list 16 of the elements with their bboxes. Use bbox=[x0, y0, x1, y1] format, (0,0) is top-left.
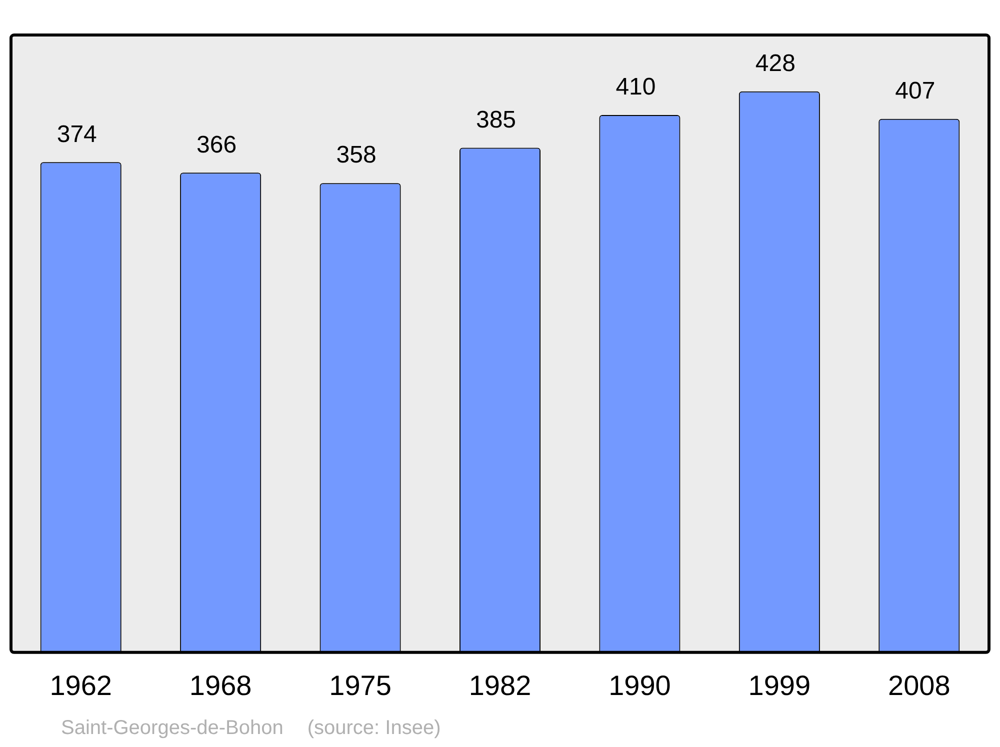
x-tick-label: 1990 bbox=[608, 670, 671, 701]
data-label: 410 bbox=[616, 74, 656, 101]
text: Saint-Georges-de-Bohon bbox=[61, 717, 284, 739]
x-tick-label: 1982 bbox=[468, 670, 532, 701]
x-tick-label: 1968 bbox=[189, 670, 252, 701]
data-label: 385 bbox=[476, 106, 516, 134]
data-label: 358 bbox=[336, 142, 376, 169]
x-tick-label: 2008 bbox=[888, 670, 950, 701]
data-label: 374 bbox=[56, 120, 97, 148]
data-label: 407 bbox=[895, 78, 936, 105]
data-label: 428 bbox=[755, 50, 796, 77]
x-tick-label: 1962 bbox=[50, 670, 112, 701]
text: (source: Insee) bbox=[307, 717, 441, 739]
x-tick-label: 1999 bbox=[748, 670, 811, 701]
data-label: 366 bbox=[196, 131, 237, 158]
x-tick-label: 1975 bbox=[329, 670, 392, 701]
